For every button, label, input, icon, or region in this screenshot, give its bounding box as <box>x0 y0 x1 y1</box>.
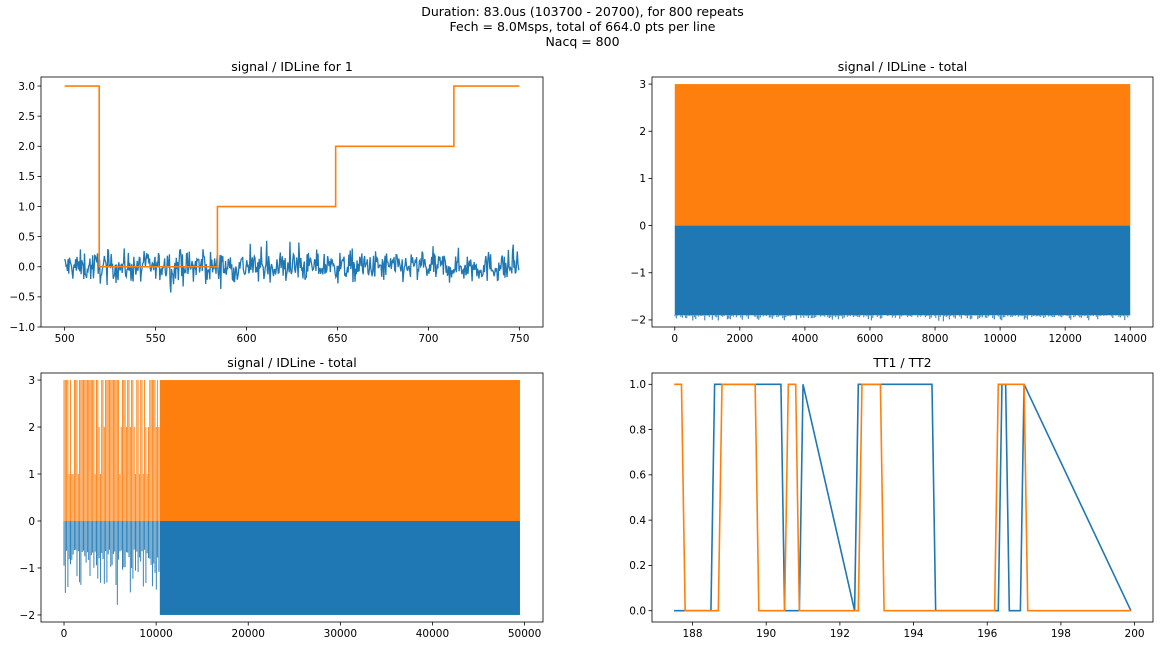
x-tick-label: 50000 <box>508 628 541 640</box>
x-tick-label: 0 <box>671 333 678 345</box>
plot-area <box>674 383 1132 612</box>
y-tick-label: 1.0 <box>18 201 35 213</box>
series-band-IDLine <box>63 380 520 521</box>
y-tick-label: 0.4 <box>629 515 646 527</box>
x-tick-label: 4000 <box>792 333 819 345</box>
series-line-IDLine <box>64 85 520 268</box>
y-tick-label: 0.2 <box>629 560 646 572</box>
x-tick-label: 188 <box>682 628 702 640</box>
y-tick-label: −2 <box>631 315 646 327</box>
series-band-signal <box>63 520 520 615</box>
suptitle-line-3: Nacq = 800 <box>545 34 620 49</box>
y-tick-label: 2.0 <box>18 141 35 153</box>
x-tick-label: 200 <box>1125 628 1145 640</box>
x-tick-label: 600 <box>237 333 257 345</box>
y-tick-label: −1.0 <box>10 322 36 334</box>
axes-frame <box>651 76 1154 328</box>
x-tick-label: 750 <box>509 333 529 345</box>
x-tick-label: 20000 <box>232 628 265 640</box>
series-line-TT2 <box>674 383 1131 612</box>
x-tick-label: 190 <box>756 628 776 640</box>
suptitle-line-2: Fech = 8.0Msps, total of 664.0 pts per l… <box>449 19 716 34</box>
y-tick-label: 3 <box>639 79 646 91</box>
x-tick-label: 10000 <box>139 628 172 640</box>
axes-frame <box>40 372 544 623</box>
x-tick-label: 0 <box>61 628 68 640</box>
y-tick-label: 0.0 <box>18 262 35 274</box>
x-tick-label: 192 <box>830 628 850 640</box>
series-line-TT1 <box>674 383 1132 612</box>
y-tick-label: −2 <box>20 610 35 622</box>
x-tick-label: 14000 <box>1114 333 1147 345</box>
y-tick-label: 2 <box>28 422 35 434</box>
plot-area <box>63 380 520 615</box>
y-tick-label: 2.5 <box>18 111 35 123</box>
y-tick-label: −1 <box>631 268 646 280</box>
y-tick-label: −1 <box>20 563 35 575</box>
x-tick-label: 198 <box>1051 628 1071 640</box>
plot-area <box>674 84 1131 322</box>
x-tick-label: 2000 <box>726 333 753 345</box>
x-tick-label: 10000 <box>983 333 1016 345</box>
x-tick-label: 194 <box>904 628 924 640</box>
y-tick-label: 0.5 <box>18 231 35 243</box>
panel-title: signal / IDLine for 1 <box>231 59 353 74</box>
suptitle-line-1: Duration: 83.0us (103700 - 20700), for 8… <box>421 4 744 19</box>
y-tick-label: 1.0 <box>629 379 646 391</box>
x-tick-label: 8000 <box>922 333 949 345</box>
axes-frame <box>40 76 544 328</box>
x-tick-label: 550 <box>146 333 166 345</box>
y-tick-label: 0 <box>639 220 646 232</box>
chart-panel-4: 188 190 192 194 196 198 200 0.0 0.2 0.4 0.6 0.8 1.0 T… <box>629 355 1154 640</box>
series-band-IDLine <box>674 84 1131 226</box>
series-band-signal <box>674 225 1131 322</box>
axes-frame <box>651 372 1154 623</box>
x-tick-label: 650 <box>327 333 347 345</box>
chart-panel-1: 500 550 600 650 700 750 −1.0 −0.5 0.0 0.5 1.0 1.5 2.… <box>10 59 544 345</box>
panel-title: signal / IDLine - total <box>227 355 357 370</box>
y-tick-label: 3.0 <box>18 81 35 93</box>
series-line-signal <box>64 240 520 293</box>
y-tick-label: 1.5 <box>18 171 35 183</box>
chart-panel-2: 0 2000 4000 6000 8000 10000 12000 14000 −2 −1 0 1 2 3… <box>631 59 1154 345</box>
x-tick-label: 12000 <box>1048 333 1081 345</box>
y-tick-label: 0 <box>28 516 35 528</box>
chart-panel-3: 0 10000 20000 30000 40000 50000 −2 −1 0 1 2 3 signal… <box>20 355 544 640</box>
x-tick-label: 700 <box>418 333 438 345</box>
y-tick-label: 0.8 <box>629 424 646 436</box>
x-tick-label: 30000 <box>324 628 357 640</box>
figure-suptitle: Duration: 83.0us (103700 - 20700), for 8… <box>0 4 1165 49</box>
x-tick-label: 500 <box>55 333 75 345</box>
y-tick-label: 0.0 <box>629 605 646 617</box>
x-tick-label: 40000 <box>416 628 449 640</box>
y-tick-label: 0.6 <box>629 470 646 482</box>
y-tick-label: −0.5 <box>10 292 36 304</box>
y-tick-label: 1 <box>28 469 35 481</box>
x-tick-label: 6000 <box>857 333 884 345</box>
plot-area <box>64 85 520 293</box>
y-tick-label: 3 <box>28 375 35 387</box>
panel-title: signal / IDLine - total <box>838 59 968 74</box>
y-tick-label: 1 <box>639 173 646 185</box>
x-tick-label: 196 <box>977 628 997 640</box>
panel-title: TT1 / TT2 <box>872 355 931 370</box>
y-tick-label: 2 <box>639 126 646 138</box>
